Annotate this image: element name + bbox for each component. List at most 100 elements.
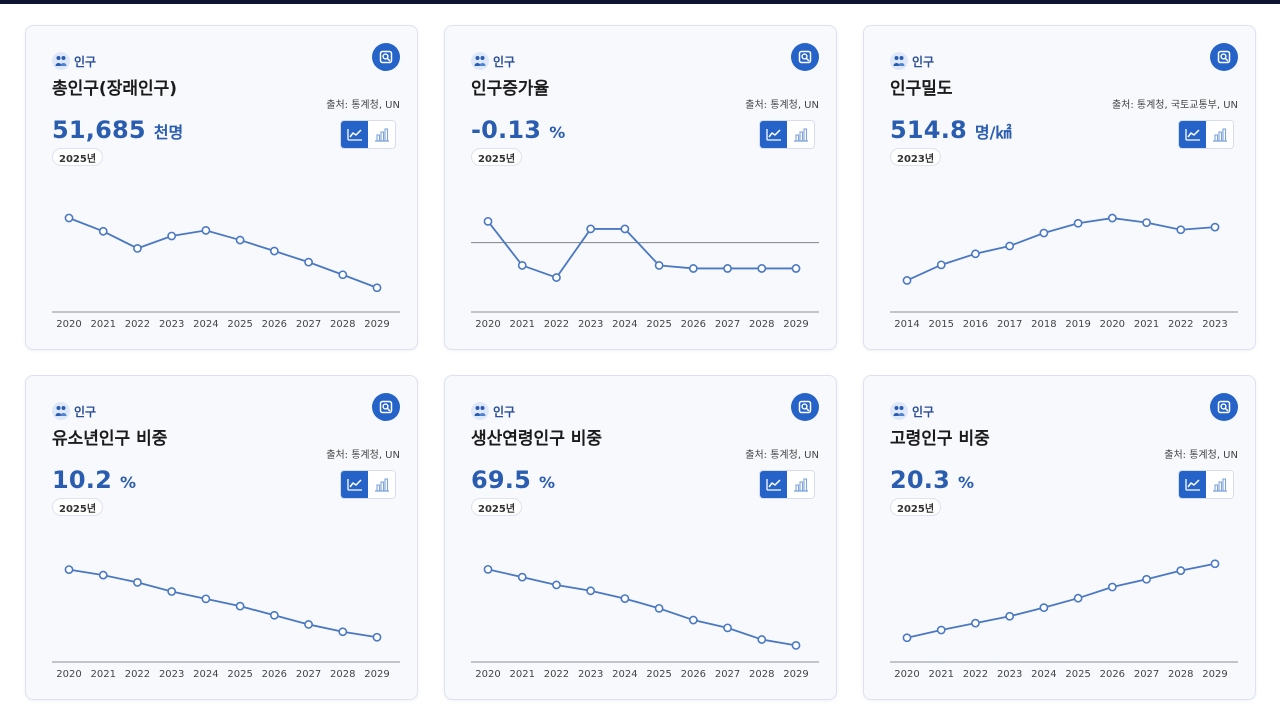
line-chart-button[interactable] [1179, 471, 1206, 498]
bar-chart-button[interactable] [1206, 471, 1233, 498]
data-point[interactable] [235, 601, 245, 611]
x-tick-label: 2020 [894, 669, 919, 680]
data-point[interactable] [757, 635, 767, 644]
data-point[interactable] [1176, 225, 1186, 235]
line-chart-button[interactable] [760, 471, 787, 498]
data-point[interactable] [552, 580, 561, 590]
category-tag: 인구 [471, 402, 515, 420]
line-chart-button[interactable] [760, 121, 787, 148]
data-point[interactable] [517, 572, 527, 582]
data-point[interactable] [586, 586, 596, 596]
data-point[interactable] [167, 231, 177, 241]
data-point[interactable] [372, 283, 382, 293]
bar-chart-button[interactable] [368, 121, 395, 148]
x-tick-label: 2024 [612, 669, 637, 680]
data-point[interactable] [1073, 593, 1083, 603]
data-point[interactable] [1176, 566, 1186, 576]
data-point[interactable] [483, 216, 493, 226]
data-point[interactable] [1073, 218, 1083, 228]
data-point[interactable] [133, 577, 142, 587]
data-point[interactable] [167, 587, 177, 596]
data-point[interactable] [971, 249, 980, 259]
data-point[interactable] [586, 224, 596, 234]
year-badge: 2025년 [52, 498, 104, 516]
data-point[interactable] [723, 623, 732, 633]
line-chart-button[interactable] [1179, 121, 1206, 148]
data-point[interactable] [620, 224, 630, 234]
data-point[interactable] [936, 625, 946, 635]
category-tag: 인구 [471, 52, 515, 70]
zoom-button[interactable] [791, 43, 819, 71]
data-point[interactable] [133, 244, 142, 253]
data-point[interactable] [338, 270, 348, 280]
x-tick-label: 2027 [715, 319, 740, 330]
data-point[interactable] [483, 564, 493, 574]
card-title: 총인구(장래인구) [52, 79, 178, 99]
line-chart-button[interactable] [341, 471, 368, 498]
card-title: 생산연령인구 비중 [471, 429, 603, 449]
data-point[interactable] [98, 226, 108, 236]
data-point[interactable] [688, 264, 698, 273]
zoom-button[interactable] [372, 393, 400, 421]
zoom-button[interactable] [1210, 43, 1238, 71]
data-point[interactable] [757, 264, 767, 273]
zoom-button[interactable] [791, 393, 819, 421]
data-point[interactable] [1210, 559, 1220, 569]
data-point[interactable] [791, 264, 801, 273]
data-point[interactable] [1142, 574, 1151, 584]
data-point[interactable] [654, 261, 664, 270]
data-point[interactable] [971, 618, 980, 628]
data-point[interactable] [201, 226, 211, 235]
data-point[interactable] [654, 603, 664, 613]
data-point[interactable] [902, 276, 912, 285]
data-point[interactable] [1039, 228, 1049, 238]
line-chart-icon [1184, 478, 1201, 492]
line-chart-button[interactable] [341, 121, 368, 148]
indicator-value: 514.8 [890, 116, 967, 144]
zoom-button[interactable] [372, 43, 400, 71]
bar-chart-button[interactable] [787, 121, 814, 148]
data-point[interactable] [269, 246, 279, 256]
data-point[interactable] [304, 620, 313, 629]
bar-chart-button[interactable] [368, 471, 395, 498]
bar-chart-icon [793, 127, 809, 142]
x-tick-label: 2029 [783, 319, 808, 330]
data-point[interactable] [620, 594, 630, 603]
data-point[interactable] [64, 213, 74, 223]
data-point[interactable] [1107, 582, 1117, 592]
data-point[interactable] [372, 632, 382, 642]
data-point[interactable] [902, 633, 912, 643]
chart-type-toggle [1178, 120, 1234, 149]
data-point[interactable] [338, 627, 348, 637]
x-tick-label: 2022 [544, 319, 569, 330]
data-point[interactable] [1210, 222, 1220, 232]
indicator-unit: 명/㎢ [974, 123, 1012, 142]
data-point[interactable] [235, 235, 245, 245]
data-point[interactable] [1039, 603, 1049, 613]
people-icon [471, 402, 489, 420]
data-point[interactable] [723, 264, 732, 273]
x-tick-label: 2020 [475, 669, 500, 680]
bar-chart-button[interactable] [1206, 121, 1233, 148]
data-point[interactable] [1107, 213, 1117, 223]
data-point[interactable] [552, 273, 561, 282]
data-point[interactable] [688, 615, 698, 625]
zoom-button[interactable] [1210, 393, 1238, 421]
search-zoom-icon [797, 49, 813, 65]
data-point[interactable] [517, 261, 527, 270]
people-icon [52, 52, 70, 70]
data-point[interactable] [1005, 241, 1015, 251]
bar-chart-button[interactable] [787, 471, 814, 498]
data-point[interactable] [1142, 218, 1151, 227]
data-point[interactable] [304, 257, 313, 267]
data-point[interactable] [98, 570, 108, 580]
data-point[interactable] [791, 641, 801, 650]
data-point[interactable] [936, 260, 946, 270]
source-text: 출처: 통계청, UN [1164, 450, 1238, 461]
data-point[interactable] [201, 594, 211, 604]
data-point[interactable] [64, 565, 74, 574]
data-point[interactable] [1005, 611, 1015, 621]
data-point[interactable] [269, 610, 279, 620]
line-chart: 2014 2015 2016 2017 2018 2019 2020 2021 2022 2023 [864, 186, 1257, 351]
indicator-card: 인구 유소년인구 비중 출처: 통계청, UN 10.2% 2025년 2020 2021 2… [25, 375, 418, 700]
